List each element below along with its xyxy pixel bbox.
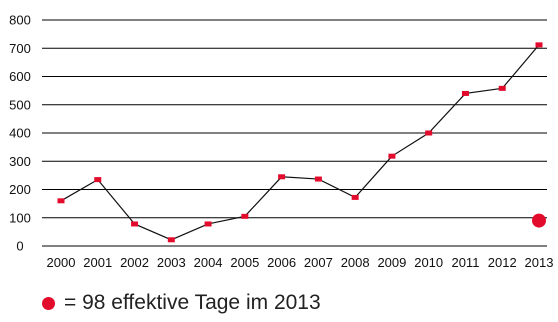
point-2012 xyxy=(498,85,506,91)
point-2001 xyxy=(94,177,102,183)
x-tick-2008: 2008 xyxy=(341,255,370,270)
y-tick-300: 300 xyxy=(9,154,31,169)
legend: = 98 effektive Tage im 2013 xyxy=(42,289,321,317)
series-line-0 xyxy=(60,44,540,241)
x-tick-2009: 2009 xyxy=(377,255,406,270)
y-tick-100: 100 xyxy=(9,210,31,225)
y-tick-200: 200 xyxy=(9,182,31,197)
x-tick-2000: 2000 xyxy=(47,255,76,270)
y-tick-400: 400 xyxy=(9,126,31,141)
x-tick-2005: 2005 xyxy=(230,255,259,270)
y-axis-ticks: 0 100 200 300 400 500 600 700 800 xyxy=(9,13,31,254)
highlight-point xyxy=(532,213,546,228)
y-tick-800: 800 xyxy=(9,13,31,28)
point-2013 xyxy=(535,42,543,48)
x-tick-2006: 2006 xyxy=(267,255,296,270)
point-2008 xyxy=(351,194,359,200)
y-tick-700: 700 xyxy=(9,41,31,56)
x-tick-2012: 2012 xyxy=(488,255,517,270)
y-tick-0: 0 xyxy=(16,239,23,254)
y-tick-600: 600 xyxy=(9,69,31,84)
gridlines xyxy=(42,19,547,247)
x-tick-2010: 2010 xyxy=(414,255,443,270)
series-line xyxy=(60,44,540,241)
point-2011 xyxy=(461,90,469,96)
x-tick-2011: 2011 xyxy=(451,255,479,270)
point-2003 xyxy=(167,237,175,243)
x-axis-ticks: 2000 2001 2002 2003 2004 2005 2006 2007 2008 2009… xyxy=(47,255,554,270)
x-tick-2001: 2001 xyxy=(83,255,112,270)
point-2007 xyxy=(314,176,322,182)
x-tick-2002: 2002 xyxy=(120,255,149,270)
point-2002 xyxy=(131,221,139,227)
point-2004 xyxy=(204,221,212,227)
x-tick-2013: 2013 xyxy=(525,255,554,270)
x-tick-2007: 2007 xyxy=(304,255,333,270)
point-2010 xyxy=(425,130,433,136)
x-tick-2004: 2004 xyxy=(194,255,223,270)
point-2005 xyxy=(241,213,249,219)
legend-text: = 98 effektive Tage im 2013 xyxy=(64,291,321,314)
y-tick-500: 500 xyxy=(9,97,31,112)
series-markers xyxy=(57,42,543,243)
point-2000 xyxy=(57,198,65,204)
x-tick-2003: 2003 xyxy=(157,255,186,270)
point-2009 xyxy=(388,153,396,159)
point-2006 xyxy=(278,174,286,180)
legend-dot-icon xyxy=(42,296,55,310)
highlight-point-2013 xyxy=(532,213,546,228)
